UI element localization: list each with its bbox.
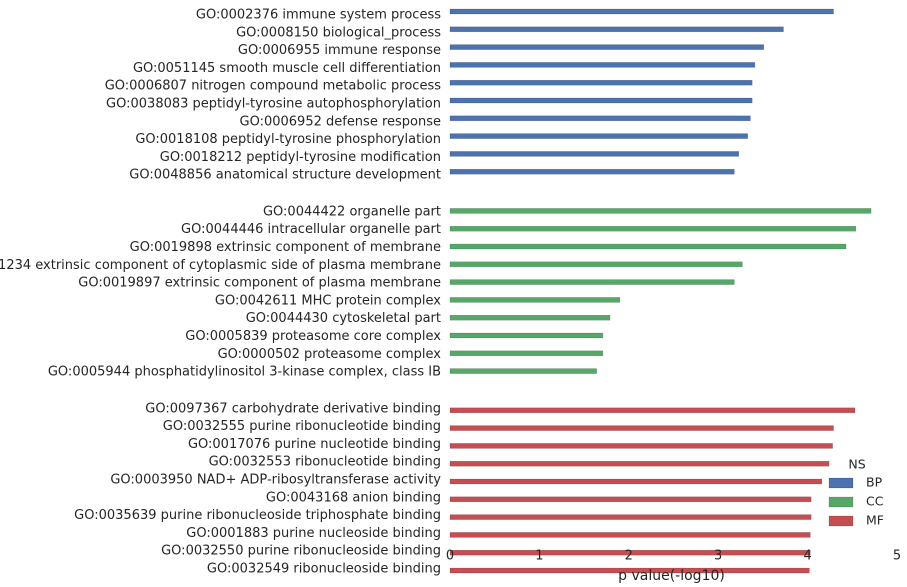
bar-mf (449, 425, 834, 431)
x-tick-label: 2 (625, 549, 633, 564)
category-labels: GO:0002376 immune system process GO:00081… (0, 8, 441, 577)
category-label: GO:0032549 ribonucleoside binding (207, 562, 441, 577)
bar-cc (449, 314, 611, 321)
bar-cc (449, 332, 604, 339)
category-label: GO:0097367 carbohydrate derivative bindi… (145, 401, 441, 416)
category-label: GO:0044446 intracellular organelle part (181, 222, 441, 237)
category-label: GO:0032550 purine ribonucleoside binding (161, 544, 441, 559)
legend: NS BP CC MF (828, 457, 884, 528)
category-label: GO:0032553 ribonucleotide binding (209, 455, 441, 470)
category-label: GO:0044422 organelle part (263, 204, 441, 219)
category-label: GO:0008150 biological_process (236, 25, 441, 40)
category-label: GO:0044430 cytoskeletal part (246, 311, 441, 326)
category-label: GO:0006807 nitrogen compound metabolic p… (105, 79, 442, 94)
x-axis-ticks: 0 1 2 3 4 5 (446, 549, 901, 564)
bar-cc (449, 279, 735, 285)
category-label: GO:0002376 immune system process (196, 8, 441, 23)
bar-bp (449, 168, 735, 175)
bar-mf (449, 443, 833, 449)
bar-bp (449, 8, 834, 15)
bar-cc (449, 350, 604, 357)
category-label: GO:0051145 smooth muscle cell differenti… (133, 61, 441, 76)
bar-mf (449, 496, 812, 503)
bar-mf (449, 514, 812, 520)
bar-cc (449, 208, 872, 214)
bar-bp (449, 62, 756, 68)
bar-cc (449, 225, 857, 232)
bar-cc (449, 261, 743, 268)
legend-swatch-mf (828, 515, 854, 527)
category-label: GO:0018108 peptidyl-tyrosine phosphoryla… (135, 132, 441, 147)
bar-mf (449, 532, 811, 538)
bar-mf (449, 407, 856, 414)
bar-mf (449, 460, 830, 467)
category-label: GO:0017076 purine nucleotide binding (188, 437, 441, 452)
category-label: GO:0001883 purine nucleoside binding (186, 526, 441, 541)
bars (449, 8, 872, 574)
bar-bp (449, 44, 765, 50)
x-tick-label: 5 (893, 549, 901, 564)
x-tick-label: 0 (446, 549, 454, 564)
x-tick-label: 4 (803, 549, 811, 564)
bar-bp (449, 26, 784, 33)
category-label: GO:0048856 anatomical structure developm… (129, 168, 441, 183)
x-axis-title: p value(-log10) (618, 568, 725, 584)
category-label: GO:0000502 proteasome complex (218, 347, 442, 362)
category-label: GO:0038083 peptidyl-tyrosine autophospho… (106, 97, 441, 112)
bar-bp (449, 97, 753, 104)
category-label: GO:0019898 extrinsic component of membra… (130, 240, 441, 255)
legend-label: BP (866, 475, 883, 490)
bar-mf (449, 478, 823, 485)
category-label: GO:0031234 extrinsic component of cytopl… (0, 258, 441, 273)
bar-cc (449, 243, 847, 250)
category-label: GO:0032555 purine ribonucleotide binding (163, 419, 441, 434)
bar-bp (449, 115, 751, 122)
bar-cc (449, 297, 621, 303)
bar-bp (449, 151, 740, 157)
x-tick-label: 1 (535, 549, 543, 564)
category-label: GO:0035639 purine ribonucleoside triphos… (74, 508, 441, 523)
bar-mf (449, 567, 810, 574)
category-label: GO:0043168 anion binding (266, 490, 441, 505)
category-label: GO:0005839 proteasome core complex (185, 329, 441, 344)
category-label: GO:0019897 extrinsic component of plasma… (78, 276, 441, 291)
legend-label: CC (866, 494, 884, 509)
legend-title: NS (848, 457, 865, 472)
legend-label: MF (866, 513, 884, 528)
category-label: GO:0006955 immune response (238, 43, 441, 58)
legend-swatch-bp (828, 477, 854, 489)
category-label: GO:0018212 peptidyl-tyrosine modificatio… (160, 150, 441, 165)
category-label: GO:0006952 defense response (240, 114, 442, 129)
category-label: GO:0042611 MHC protein complex (215, 293, 441, 308)
x-tick-label: 3 (714, 549, 722, 564)
category-label: GO:0005944 phosphatidylinositol 3-kinase… (48, 365, 441, 380)
category-label: GO:0003950 NAD+ ADP-ribosyltransferase a… (110, 473, 441, 488)
bar-bp (449, 79, 753, 86)
legend-swatch-cc (828, 496, 854, 508)
bar-bp (449, 133, 748, 139)
bar-cc (449, 368, 597, 374)
bar-mf (449, 549, 811, 556)
